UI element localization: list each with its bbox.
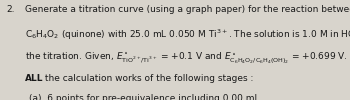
Text: the titration. Given, $E^\circ_{\mathregular{TiO^{2+}/Ti^{3+}}}$ = +0.1 V and $E: the titration. Given, $E^\circ_{\mathreg…: [25, 51, 350, 66]
Text: (a)  6 points for pre-equivalence including 0.00 mL: (a) 6 points for pre-equivalence includi…: [29, 94, 259, 100]
Text: the calculation works of the following stages :: the calculation works of the following s…: [42, 74, 253, 83]
Text: 2.: 2.: [6, 5, 15, 14]
Text: Generate a titration curve (using a graph paper) for the reaction between 0.0195: Generate a titration curve (using a grap…: [25, 5, 350, 14]
Text: ALL: ALL: [25, 74, 44, 83]
Text: C$_6$H$_4$O$_2$ (quinone) with 25.0 mL 0.050 M Ti$^{3+}$. The solution is 1.0 M : C$_6$H$_4$O$_2$ (quinone) with 25.0 mL 0…: [25, 28, 350, 42]
